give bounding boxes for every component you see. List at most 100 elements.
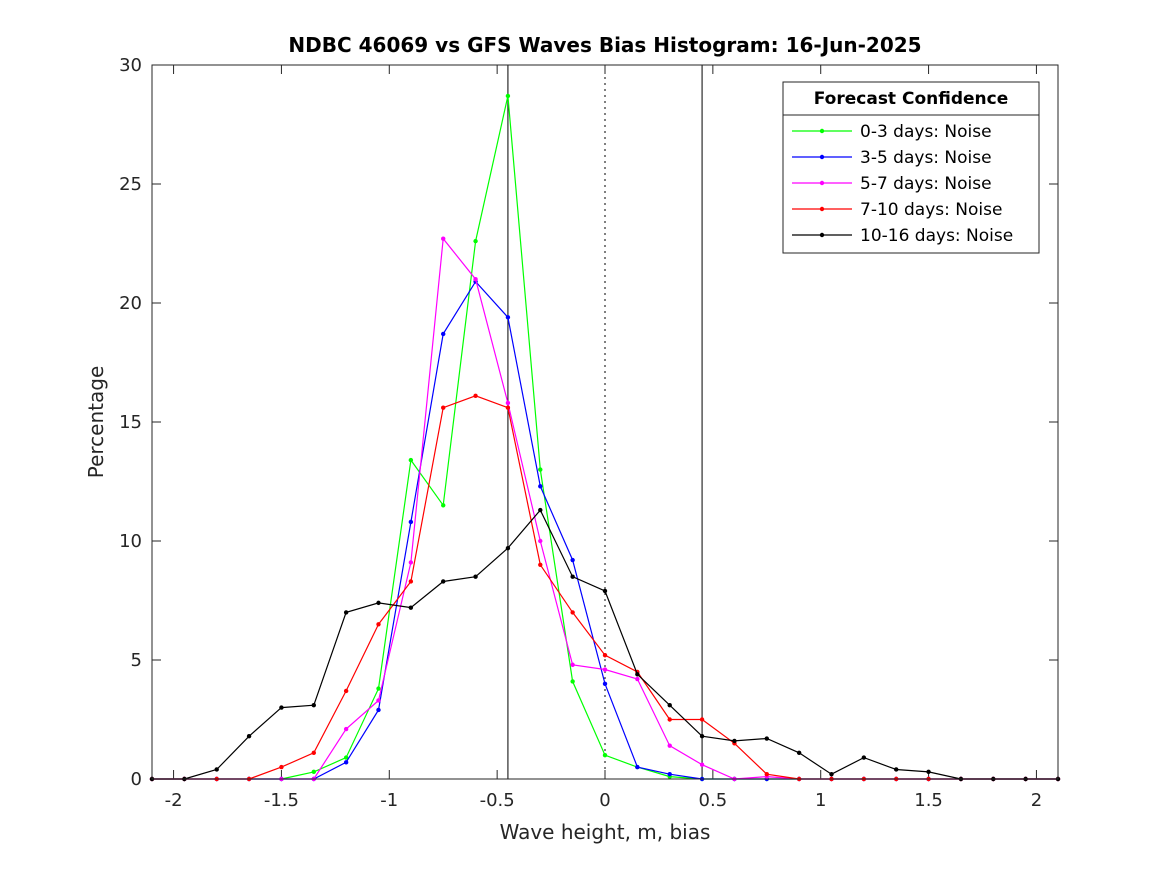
x-tick-label: 2 (1031, 790, 1042, 811)
legend-swatch-marker (819, 180, 825, 186)
data-point (894, 767, 899, 772)
data-point (505, 315, 511, 320)
data-point (538, 538, 543, 544)
data-point (635, 764, 640, 770)
data-point (699, 717, 705, 722)
data-point (408, 457, 414, 463)
data-point (441, 236, 446, 241)
y-tick-label: 10 (119, 531, 142, 552)
data-point (667, 717, 672, 722)
legend-swatch-marker (819, 232, 825, 238)
legend-title: Forecast Confidence (814, 89, 1009, 109)
data-point (570, 679, 575, 684)
data-point (505, 405, 511, 410)
data-point (343, 755, 349, 760)
data-point (926, 769, 931, 775)
data-point (376, 698, 381, 703)
data-point (441, 405, 446, 410)
legend-entry-4: 10-16 days: Noise (792, 226, 1013, 246)
data-point (473, 574, 478, 579)
data-point (408, 560, 414, 565)
reference-lines (507, 65, 703, 779)
data-point (505, 400, 511, 406)
legend-label: 5-7 days: Noise (860, 174, 992, 194)
series-4 (149, 507, 1061, 782)
y-axis-label: Percentage (84, 366, 108, 479)
x-tick-label: -1.5 (264, 790, 299, 811)
data-point (667, 703, 672, 708)
data-point (311, 703, 316, 708)
y-tick-label: 30 (119, 55, 142, 76)
data-point (311, 769, 316, 775)
data-point (699, 762, 705, 767)
data-point (538, 562, 543, 567)
data-point (343, 610, 349, 615)
data-point (505, 545, 511, 551)
legend-swatch-marker (819, 128, 825, 134)
data-point (408, 579, 414, 584)
data-point (441, 331, 446, 337)
y-tick-label: 0 (131, 769, 142, 790)
data-point (764, 736, 769, 741)
data-point (343, 726, 349, 732)
data-point (538, 507, 543, 513)
data-point (732, 738, 737, 744)
data-point (602, 667, 608, 672)
legend-entry-1: 3-5 days: Noise (792, 148, 992, 168)
data-point (602, 588, 608, 594)
y-tick-label: 20 (119, 293, 142, 314)
data-point (343, 760, 349, 765)
y-tick-label: 5 (131, 650, 142, 671)
chart-title: NDBC 46069 vs GFS Waves Bias Histogram: … (288, 33, 921, 57)
data-point (570, 610, 575, 615)
data-point (699, 733, 705, 739)
data-point (538, 484, 543, 489)
data-point (570, 662, 575, 667)
legend: Forecast Confidence 0-3 days: Noise 3-5 d… (782, 81, 1040, 254)
legend-box (782, 81, 1040, 254)
x-tick-label: -1 (380, 790, 398, 811)
data-point (473, 393, 478, 399)
x-tick-label: -0.5 (480, 790, 515, 811)
data-point (408, 519, 414, 525)
x-tick-labels: -2 -1.5 -1 -0.5 0 0.5 1 1.5 2 (165, 790, 1043, 811)
data-point (376, 600, 381, 606)
legend-swatch-marker (819, 154, 825, 160)
data-point (343, 688, 349, 694)
legend-label: 3-5 days: Noise (860, 148, 992, 168)
data-point (279, 705, 284, 710)
data-point (311, 750, 316, 756)
data-point (214, 767, 219, 772)
legend-entries: 0-3 days: Noise 3-5 days: Noise 5-7 days: … (792, 122, 1013, 246)
data-point (635, 672, 640, 677)
x-tick-label: -2 (165, 790, 183, 811)
data-point (602, 753, 608, 758)
y-tick-label: 15 (119, 412, 142, 433)
data-point (279, 764, 284, 770)
x-axis-label: Wave height, m, bias (500, 820, 711, 844)
data-point (829, 772, 834, 777)
x-tick-label: 0 (599, 790, 610, 811)
data-point (441, 503, 446, 508)
legend-label: 0-3 days: Noise (860, 122, 992, 142)
data-point (570, 574, 575, 579)
legend-entry-2: 5-7 days: Noise (792, 174, 992, 194)
data-point (667, 743, 672, 748)
legend-label: 7-10 days: Noise (860, 200, 1002, 220)
y-tick-labels: 0 5 10 15 20 25 30 (119, 55, 142, 790)
data-point (505, 93, 511, 99)
data-point (602, 653, 608, 658)
data-point (635, 676, 640, 682)
plot-frame (151, 64, 1059, 780)
data-point (570, 557, 575, 563)
legend-swatch-marker (819, 206, 825, 212)
data-point (246, 733, 252, 739)
data-point (376, 707, 381, 713)
data-point (376, 686, 381, 691)
data-point (861, 755, 867, 760)
data-point (441, 579, 446, 584)
data-point (408, 605, 414, 610)
legend-label: 10-16 days: Noise (860, 226, 1013, 246)
data-point (667, 772, 672, 777)
